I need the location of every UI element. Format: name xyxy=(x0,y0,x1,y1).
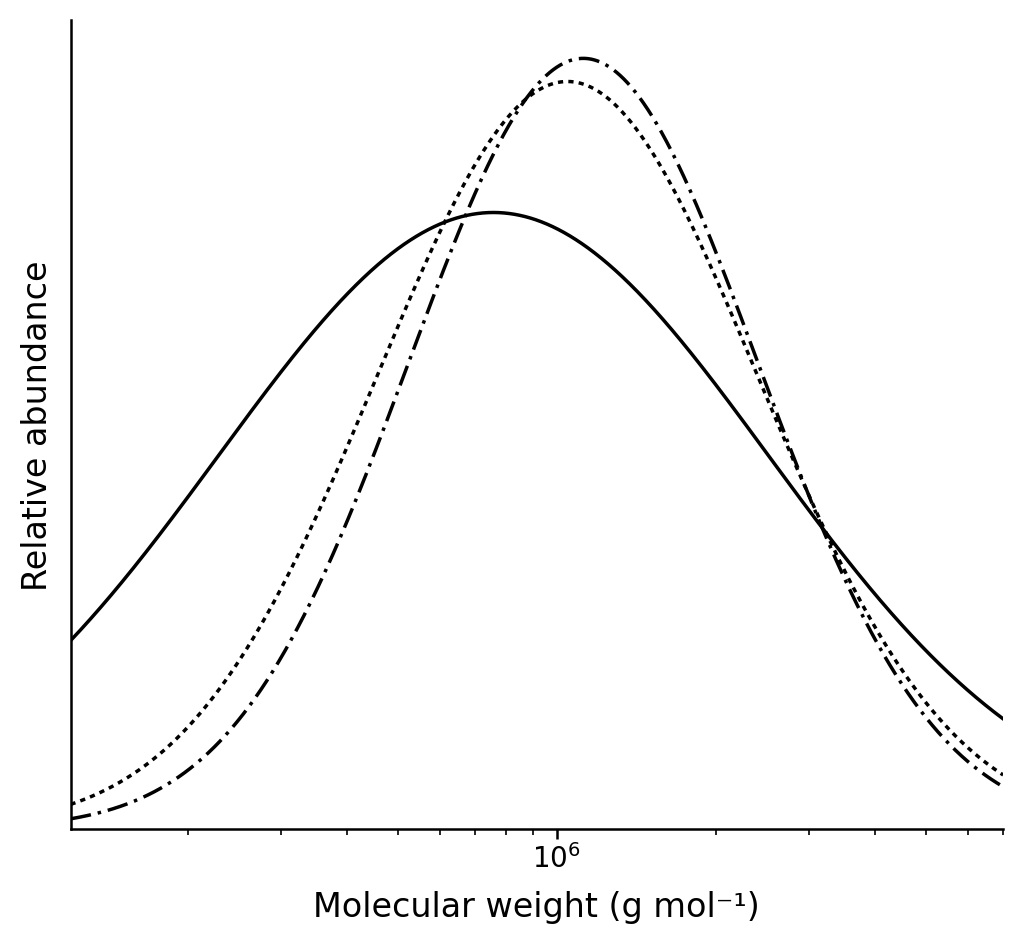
Y-axis label: Relative abundance: Relative abundance xyxy=(20,260,54,590)
X-axis label: Molecular weight (g mol⁻¹): Molecular weight (g mol⁻¹) xyxy=(313,890,760,923)
